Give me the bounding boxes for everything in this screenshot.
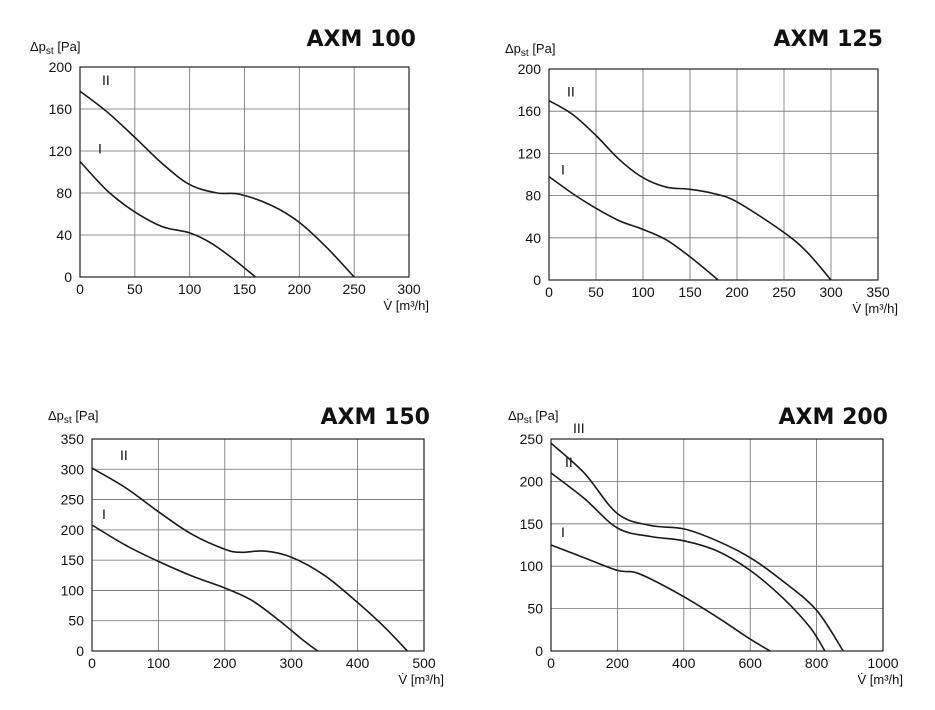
- plot-frame: [548, 68, 879, 281]
- series-line-I: [550, 544, 771, 652]
- plot-frame: [91, 438, 425, 652]
- series-line-I: [548, 175, 719, 281]
- series-label-II: II: [120, 447, 128, 463]
- series-label-II: II: [565, 454, 573, 470]
- x-axis-label: V̇ [m³/h]: [383, 298, 429, 313]
- x-tick-label: 500: [412, 655, 436, 671]
- plot-frame: [550, 438, 884, 652]
- series-label-I: I: [98, 141, 102, 157]
- x-axis-label: V̇ [m³/h]: [852, 301, 898, 316]
- chart-panel-3: 0 100 200 300 400 500 0 50 100 150 200 250 300 350 AXM…: [48, 405, 444, 687]
- y-tick-label: 150: [61, 552, 85, 568]
- y-tick-label: 160: [518, 103, 542, 119]
- y-axis-label: Δpst [Pa]: [508, 408, 558, 426]
- x-tick-label: 200: [288, 281, 312, 297]
- series-label-II: II: [102, 72, 110, 88]
- series-line-II: [79, 90, 355, 278]
- x-tick-label: 350: [866, 284, 890, 300]
- series-label-II: II: [567, 84, 575, 100]
- chart-title: AXM 200: [779, 405, 888, 430]
- y-tick-label: 200: [518, 61, 542, 77]
- chart-title: AXM 100: [307, 27, 416, 52]
- x-tick-label: 200: [606, 655, 630, 671]
- y-tick-label: 200: [61, 522, 85, 538]
- y-tick-label: 80: [525, 188, 541, 204]
- y-tick-label: 50: [527, 601, 543, 617]
- y-tick-label: 100: [520, 558, 544, 574]
- x-tick-label: 400: [346, 655, 370, 671]
- chart-panel-1: 0 50 100 150 200 250 300 0 40 80 120 160 200 AXM 100 Δ…: [30, 27, 429, 313]
- y-axis-label: Δpst [Pa]: [48, 408, 98, 426]
- series-label-III: III: [573, 420, 585, 436]
- y-tick-label: 0: [535, 643, 543, 659]
- y-tick-label: 80: [56, 185, 72, 201]
- plot-frame: [79, 66, 410, 278]
- y-tick-label: 50: [68, 613, 84, 629]
- x-tick-label: 600: [739, 655, 763, 671]
- x-tick-label: 250: [772, 284, 796, 300]
- chart-title: AXM 150: [321, 405, 430, 430]
- y-tick-label: 150: [520, 516, 544, 532]
- x-tick-label: 300: [280, 655, 304, 671]
- x-tick-label: 0: [545, 284, 553, 300]
- x-tick-label: 0: [547, 655, 555, 671]
- series-line-I: [91, 524, 319, 652]
- y-tick-label: 120: [49, 143, 73, 159]
- x-tick-label: 150: [233, 281, 257, 297]
- chart-panel-4: 0 200 400 600 800 1000 0 50 100 150 200 250 AXM 200 Δ…: [508, 405, 903, 687]
- y-tick-label: 120: [518, 145, 542, 161]
- y-axis-label: Δpst [Pa]: [30, 39, 80, 57]
- x-tick-label: 50: [588, 284, 604, 300]
- chart-title: AXM 125: [774, 27, 883, 52]
- x-axis-label: V̇ [m³/h]: [398, 672, 444, 687]
- y-tick-label: 300: [61, 461, 85, 477]
- y-tick-label: 250: [520, 431, 544, 447]
- series-label-I: I: [561, 162, 565, 178]
- y-tick-label: 0: [64, 269, 72, 285]
- y-tick-label: 40: [56, 227, 72, 243]
- x-tick-label: 100: [178, 281, 202, 297]
- y-tick-label: 350: [61, 431, 85, 447]
- series-line-II: [91, 467, 408, 652]
- y-tick-label: 160: [49, 101, 73, 117]
- x-tick-label: 250: [342, 281, 366, 297]
- y-tick-label: 250: [61, 492, 85, 508]
- x-tick-label: 0: [88, 655, 96, 671]
- y-tick-label: 0: [76, 643, 84, 659]
- y-tick-label: 0: [533, 272, 541, 288]
- x-tick-label: 800: [805, 655, 829, 671]
- x-tick-label: 100: [147, 655, 171, 671]
- x-tick-label: 200: [213, 655, 237, 671]
- x-tick-label: 0: [76, 281, 84, 297]
- x-tick-label: 100: [631, 284, 655, 300]
- y-tick-label: 100: [61, 582, 85, 598]
- y-tick-label: 200: [520, 473, 544, 489]
- y-tick-label: 200: [49, 59, 73, 75]
- series-line-II: [548, 100, 832, 281]
- x-tick-label: 400: [672, 655, 696, 671]
- x-tick-label: 1000: [867, 655, 898, 671]
- y-tick-label: 40: [525, 230, 541, 246]
- series-line-II: [550, 472, 826, 652]
- x-tick-label: 150: [678, 284, 702, 300]
- series-line-III: [550, 442, 844, 652]
- series-label-I: I: [102, 506, 106, 522]
- x-tick-label: 50: [127, 281, 143, 297]
- y-axis-label: Δpst [Pa]: [505, 41, 555, 59]
- x-tick-label: 300: [397, 281, 421, 297]
- x-tick-label: 200: [725, 284, 749, 300]
- series-label-I: I: [561, 524, 565, 540]
- series-line-I: [79, 160, 257, 278]
- chart-panel-2: 0 50 100 150 200 250 300 350 0 40 80 120 160 200 AXM 1…: [505, 27, 898, 316]
- x-axis-label: V̇ [m³/h]: [857, 672, 903, 687]
- x-tick-label: 300: [819, 284, 843, 300]
